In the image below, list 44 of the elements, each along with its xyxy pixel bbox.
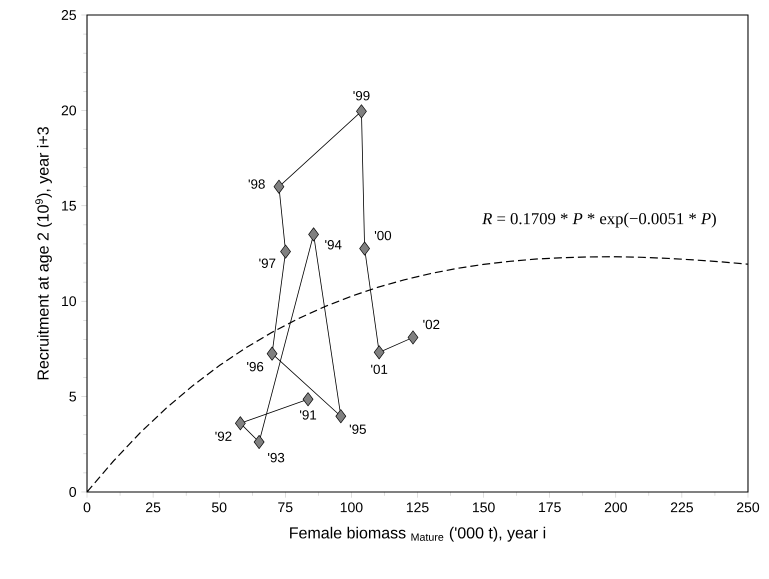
point — [374, 345, 384, 360]
y-tick-label: 15 — [62, 200, 76, 211]
annotation: '01 — [371, 364, 388, 374]
point — [359, 242, 370, 256]
point — [302, 392, 314, 406]
x-tick-label: 0 — [84, 502, 90, 512]
annotation: '02 — [423, 320, 440, 330]
x-tick-label: 200 — [604, 502, 627, 512]
x-tick-label: 100 — [340, 502, 363, 512]
annotation: '95 — [350, 424, 366, 434]
point — [254, 434, 264, 449]
x-tick-label: 175 — [539, 502, 561, 512]
x-tick-label: 75 — [278, 502, 292, 512]
annotation: R = 0.1709 *P* exp(−0.0051 *P) — [482, 212, 716, 228]
y-axis-title: Recruitment at age 2 (10$^{9}$), year i+3 — [35, 127, 52, 380]
x-tick-label: 225 — [670, 502, 693, 512]
x-tick-label: 125 — [406, 502, 429, 512]
x-tick-label: 25 — [146, 502, 160, 512]
point — [356, 104, 367, 118]
x-tick-label: 150 — [472, 502, 495, 512]
point — [235, 416, 246, 430]
y-tick-label: 10 — [62, 296, 76, 306]
annotation: '98 — [248, 179, 265, 189]
y-tick-label: 20 — [62, 105, 76, 116]
annotation: '97 — [259, 258, 276, 268]
x-tick-label: 250 — [737, 502, 760, 512]
annotation: '91 — [300, 410, 316, 420]
y-tick-label: 5 — [69, 392, 76, 402]
annotation: '00 — [374, 230, 392, 240]
point — [266, 346, 278, 361]
y-tick-label: 25 — [62, 10, 76, 20]
annotation: '94 — [325, 240, 342, 250]
annotation: '96 — [247, 362, 264, 372]
point — [408, 330, 418, 344]
point — [280, 244, 291, 259]
x-tick-label: 50 — [212, 502, 226, 512]
x-axis-title: Female biomass $_{Mature}$ ('000 t), year i — [290, 526, 546, 542]
point — [308, 227, 319, 242]
y-tick-label: 0 — [69, 487, 76, 497]
annotation: '93 — [268, 452, 284, 462]
annotation: '99 — [353, 90, 370, 100]
annotation: '92 — [215, 432, 232, 441]
point — [335, 409, 346, 424]
point — [274, 180, 284, 194]
